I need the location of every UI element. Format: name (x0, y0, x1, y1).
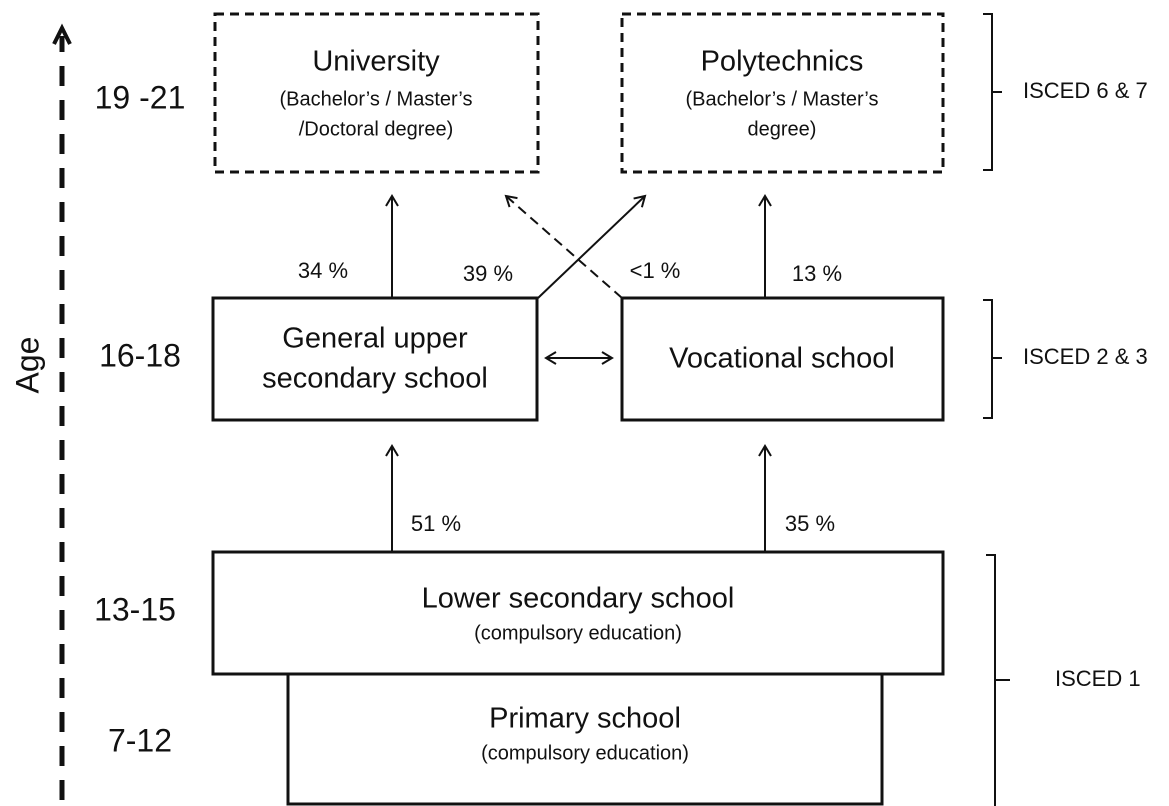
box-title: University (312, 46, 440, 78)
age-label: 16-18 (99, 337, 181, 373)
box-line: (compulsory education) (474, 622, 682, 644)
polytechnics-box (620, 12, 945, 174)
box-line: (compulsory education) (481, 742, 689, 764)
percentage: <1 % (630, 258, 681, 283)
level-label: ISCED 2 & 3 (1023, 344, 1148, 369)
age-label: 19 -21 (95, 79, 186, 115)
arrow (537, 194, 647, 299)
percentage: 39 % (463, 261, 513, 286)
box-title: Vocational school (669, 343, 895, 375)
bracket (986, 554, 1010, 806)
vocational-box (620, 296, 945, 422)
general-upper-box (211, 296, 539, 422)
box-title: General upper (282, 323, 468, 355)
primary-box (286, 672, 884, 806)
box-line: degree) (748, 118, 817, 140)
age-label: 13-15 (94, 591, 176, 627)
lower-secondary-box (211, 550, 945, 676)
age-axis-head (52, 23, 72, 45)
box-line: secondary school (262, 363, 488, 395)
age-label: 7-12 (108, 722, 172, 758)
percentage: 34 % (298, 258, 348, 283)
box-title: Primary school (489, 703, 681, 735)
bracket (983, 299, 1002, 419)
axis-label: Age (9, 337, 45, 394)
dashed-arrow (504, 194, 623, 299)
percentage: 13 % (792, 261, 842, 286)
box-line: (Bachelor’s / Master’s (279, 88, 472, 110)
bracket (983, 13, 1002, 171)
level-label: ISCED 6 & 7 (1023, 78, 1148, 103)
university-box (213, 12, 540, 174)
percentage: 51 % (411, 511, 461, 536)
box-title: Lower secondary school (422, 583, 735, 615)
level-label: ISCED 1 (1055, 666, 1141, 691)
percentage: 35 % (785, 511, 835, 536)
box-line: /Doctoral degree) (299, 118, 454, 140)
box-line: (Bachelor’s / Master’s (685, 88, 878, 110)
box-title: Polytechnics (701, 46, 864, 78)
